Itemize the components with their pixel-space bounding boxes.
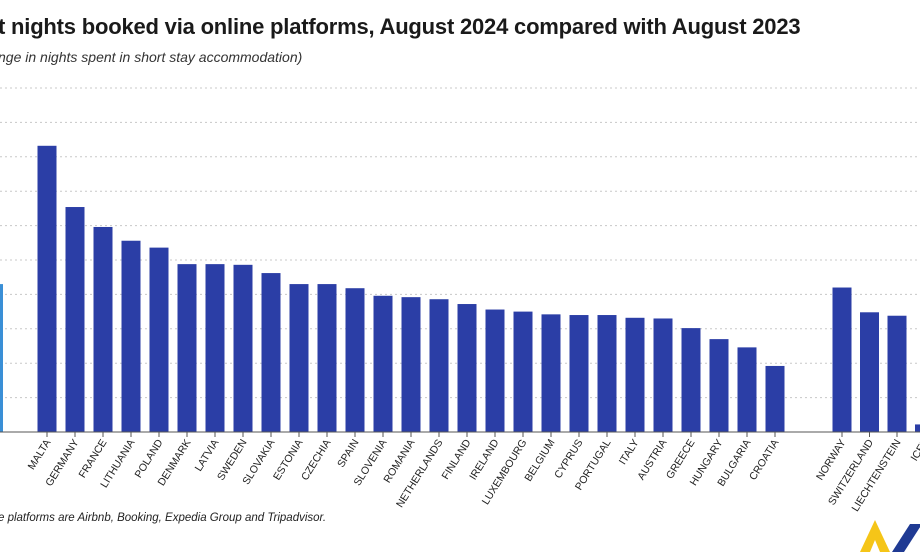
bar-portugal	[597, 315, 617, 432]
bar-slovenia	[373, 295, 393, 432]
x-tick-labels: MALTAGERMANYFRANCELITHUANIAPOLANDDENMARK…	[26, 437, 920, 514]
tick-label-latvia: LATVIA	[193, 437, 222, 473]
bar-italy	[625, 317, 645, 432]
bar-croatia	[765, 365, 785, 432]
bar-czechia	[317, 284, 337, 432]
logo-blue-shape	[892, 524, 920, 552]
bar-netherlands	[429, 299, 449, 432]
bar-finland	[457, 304, 477, 432]
bars	[0, 145, 920, 433]
bar-hungary	[709, 339, 729, 432]
bar-malta	[37, 145, 57, 433]
bar-norway	[832, 287, 852, 432]
bar-slovakia	[261, 273, 281, 432]
bar-cyprus	[569, 315, 589, 432]
bar-estonia	[289, 284, 309, 432]
eurostat-logo-icon	[860, 520, 920, 552]
bar-switzerland	[860, 312, 879, 432]
tick-label-icel: ICEL	[908, 437, 920, 463]
bar-latvia	[205, 264, 225, 432]
bar-denmark	[177, 264, 197, 432]
bar-bulgaria	[737, 347, 757, 432]
x-tick-marks	[46, 432, 898, 437]
bar-icel	[915, 424, 920, 432]
footnote: e platforms are Airbnb, Booking, Expedia…	[0, 512, 327, 524]
bar-germany	[65, 207, 85, 432]
bar-poland	[149, 247, 169, 432]
bar-greece	[681, 328, 701, 432]
bar-belgium	[541, 314, 561, 432]
bar-france	[93, 226, 113, 432]
tick-label-spain: SPAIN	[335, 437, 361, 469]
bar-liechtenstein	[887, 315, 907, 432]
bar-luxembourg	[513, 311, 533, 432]
tick-label-italy: ITALY	[617, 437, 642, 467]
bar-austria	[653, 318, 673, 432]
logo-yellow-shape	[860, 520, 890, 552]
chart-subtitle: nge in nights spent in short stay accomm…	[0, 49, 303, 65]
bar-spain	[345, 288, 365, 432]
bar-romania	[401, 297, 421, 432]
bar-sweden	[233, 264, 253, 432]
bar-partial-left	[0, 284, 3, 432]
tick-label-malta: MALTA	[26, 437, 54, 472]
chart-title: t nights booked via online platforms, Au…	[0, 14, 801, 39]
bar-ireland	[485, 309, 505, 432]
bar-lithuania	[121, 240, 141, 432]
